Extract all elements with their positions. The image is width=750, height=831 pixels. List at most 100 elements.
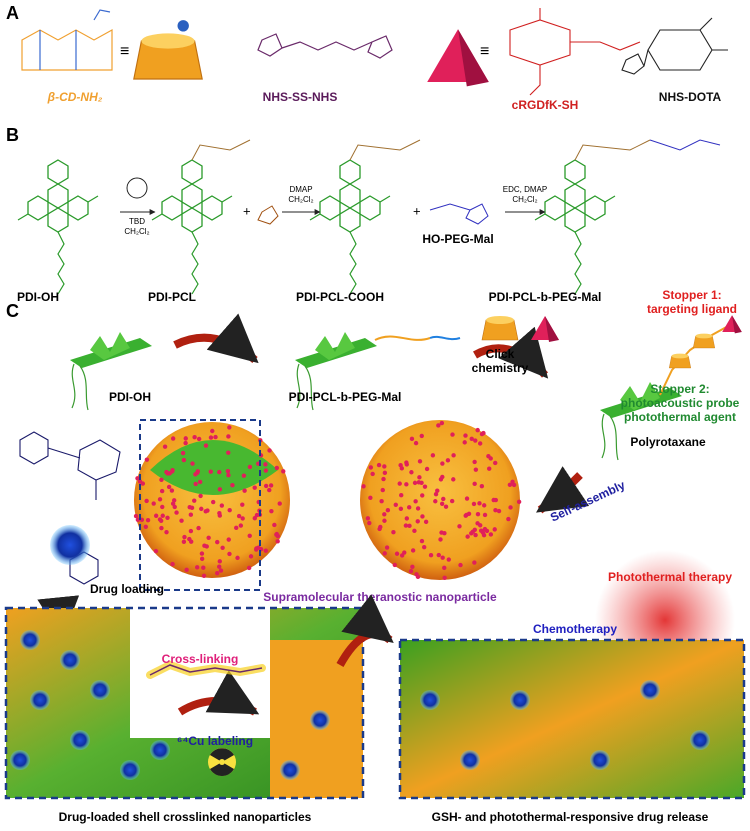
anhydride-icon bbox=[257, 205, 279, 225]
pyramid-icon bbox=[722, 315, 742, 334]
ligand-dot bbox=[263, 483, 269, 489]
ligand-dot bbox=[486, 454, 491, 459]
dota-structure bbox=[621, 17, 728, 75]
ligand-dot bbox=[144, 457, 150, 462]
ligand-dot bbox=[433, 492, 439, 497]
cross-linking-label: Cross-linking bbox=[162, 652, 239, 666]
drug-sphere bbox=[60, 650, 80, 670]
equals: ≡ bbox=[480, 43, 489, 60]
drug-sphere bbox=[420, 690, 440, 710]
ligand-dot bbox=[442, 575, 447, 580]
reagent: CH₂Cl₂ bbox=[124, 227, 149, 236]
ligand-dot bbox=[192, 435, 197, 440]
ligand-dot bbox=[446, 557, 451, 562]
compound-label: NHS-SS-NHS bbox=[263, 90, 338, 104]
release-box bbox=[400, 640, 744, 798]
ligand-dot bbox=[217, 564, 222, 569]
crosslinker bbox=[149, 664, 263, 676]
pdi-structure bbox=[534, 159, 616, 295]
ligand-dot bbox=[473, 438, 478, 443]
drug-sphere bbox=[460, 750, 480, 770]
ligand-dot bbox=[159, 477, 164, 483]
ligand-dot bbox=[409, 470, 414, 475]
ligand-dot bbox=[419, 433, 424, 439]
ligand-dot bbox=[226, 434, 231, 439]
ligand-dot bbox=[493, 460, 498, 466]
ligand-dot bbox=[263, 462, 268, 467]
ligand-dot bbox=[145, 517, 151, 523]
ligand-dot bbox=[215, 539, 220, 545]
compound-label: β-CD-NH₂ bbox=[47, 90, 103, 104]
ligand-dot bbox=[451, 477, 456, 482]
ligand-dot bbox=[183, 436, 188, 441]
ligand-dot bbox=[199, 506, 204, 512]
ligand-dot bbox=[472, 560, 477, 565]
ligand-dot bbox=[397, 481, 402, 486]
ligand-dot bbox=[234, 525, 239, 531]
ligand-dot bbox=[220, 545, 225, 550]
ligand-dot bbox=[435, 488, 440, 493]
drug-sphere bbox=[640, 680, 660, 700]
panel-label: C bbox=[6, 301, 19, 321]
ligand-dot bbox=[188, 528, 194, 534]
ligand-dot bbox=[180, 450, 186, 456]
ligand-dot bbox=[275, 539, 280, 544]
ligand-dot bbox=[153, 513, 159, 518]
ligand-dot bbox=[361, 484, 366, 489]
ligand-dot bbox=[133, 513, 139, 519]
stopper-1-label: Stopper 1: targeting ligand bbox=[647, 288, 737, 316]
ligand-dot bbox=[169, 469, 175, 474]
ligand-dot bbox=[382, 464, 387, 469]
ligand-dot bbox=[420, 493, 425, 498]
ligand-dot bbox=[463, 433, 468, 438]
drug-sphere bbox=[150, 740, 170, 760]
ligand-dot bbox=[422, 484, 428, 489]
ligand-dot bbox=[159, 488, 165, 494]
ligand-dot bbox=[365, 516, 371, 521]
ligand-dot bbox=[415, 506, 421, 511]
ligand-dot bbox=[242, 488, 247, 493]
ligand-dot bbox=[137, 479, 143, 484]
compound-label: PDI-PCL-COOH bbox=[296, 290, 384, 304]
ligand-dot bbox=[170, 436, 176, 441]
peg-chain bbox=[649, 139, 721, 151]
ligand-dot bbox=[226, 472, 231, 478]
drug-sphere bbox=[690, 730, 710, 750]
molecule-label: Polyrotaxane bbox=[630, 435, 706, 449]
ligand-dot bbox=[415, 519, 420, 524]
ligand-dot bbox=[458, 562, 463, 568]
drug-sphere bbox=[70, 730, 90, 750]
ligand-dot bbox=[252, 485, 257, 490]
ligand-dot bbox=[472, 459, 477, 465]
ligand-dot bbox=[151, 501, 156, 506]
ligand-dot bbox=[263, 548, 269, 553]
ligand-dot bbox=[254, 512, 260, 518]
reagent: CH₂Cl₂ bbox=[512, 195, 537, 204]
ligand-dot bbox=[164, 529, 169, 535]
ligand-dot bbox=[439, 501, 445, 506]
ligand-dot bbox=[203, 509, 208, 514]
ligand-dot bbox=[169, 488, 175, 493]
pdi-structure bbox=[151, 159, 233, 295]
ligand-dot bbox=[164, 469, 169, 475]
ligand-dot bbox=[413, 440, 419, 446]
ligand-dot bbox=[410, 548, 416, 553]
plus: + bbox=[413, 203, 421, 218]
self-assembly-label: Self-assembly bbox=[548, 478, 627, 525]
compound-label: HO-PEG-Mal bbox=[422, 232, 493, 246]
ligand-dot bbox=[263, 468, 269, 473]
reagent: CH₂Cl₂ bbox=[288, 195, 313, 204]
particle-dots bbox=[133, 420, 522, 580]
ligand-dot bbox=[417, 459, 423, 464]
cu-labeling-label: ⁶⁴Cu labeling bbox=[177, 734, 253, 748]
drug-sphere bbox=[280, 760, 300, 780]
ligand-dot bbox=[507, 482, 513, 488]
ligand-dot bbox=[166, 484, 172, 490]
ligand-dot bbox=[195, 469, 201, 474]
reagent: DMAP bbox=[289, 185, 312, 194]
ligand-dot bbox=[393, 502, 398, 507]
drug-sphere bbox=[90, 680, 110, 700]
arrow bbox=[536, 466, 590, 514]
ligand-dot bbox=[403, 523, 409, 528]
